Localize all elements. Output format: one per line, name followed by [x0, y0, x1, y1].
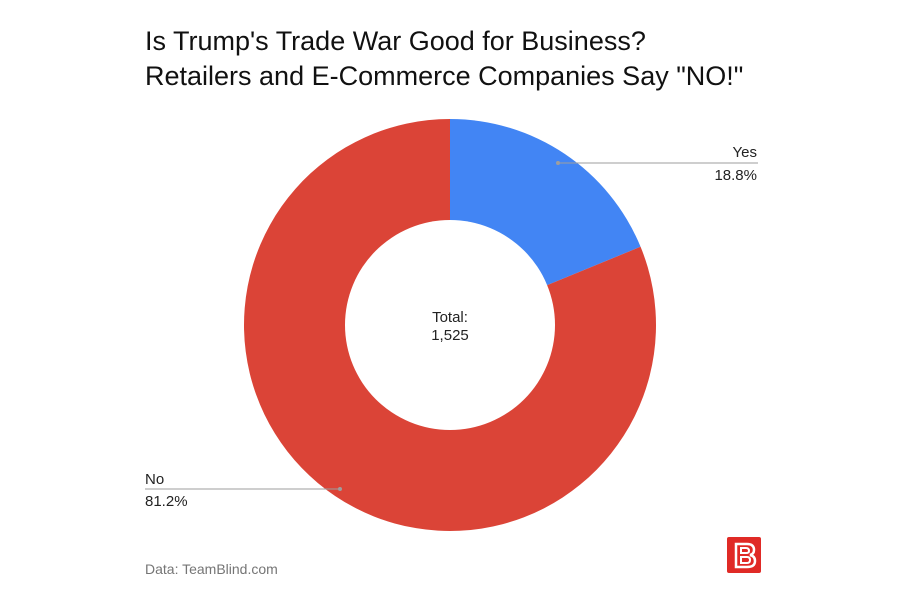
donut-hole — [345, 220, 555, 430]
logo-outer-b — [734, 542, 757, 569]
logo-inner-b — [740, 547, 752, 564]
blind-logo-icon — [727, 537, 761, 573]
data-source: Data: TeamBlind.com — [145, 561, 278, 577]
yes-slice-label: Yes — [733, 144, 757, 161]
no-leader-dot — [338, 487, 342, 491]
slice-no — [244, 119, 657, 531]
center-value: 1,525 — [431, 327, 469, 344]
center-label: Total: — [432, 309, 468, 326]
chart-title-line-2: Retailers and E-Commerce Companies Say "… — [145, 61, 744, 91]
no-slice-percent: 81.2% — [145, 493, 188, 510]
yes-slice-percent: 18.8% — [714, 167, 757, 184]
yes-callout: Yes 18.8% — [556, 144, 758, 184]
no-slice-label: No — [145, 471, 164, 488]
chart-title: Is Trump's Trade War Good for Business? … — [145, 24, 865, 94]
chart-title-line-1: Is Trump's Trade War Good for Business? — [145, 26, 646, 56]
no-callout: No 81.2% — [145, 471, 342, 510]
yes-leader-dot — [556, 161, 560, 165]
